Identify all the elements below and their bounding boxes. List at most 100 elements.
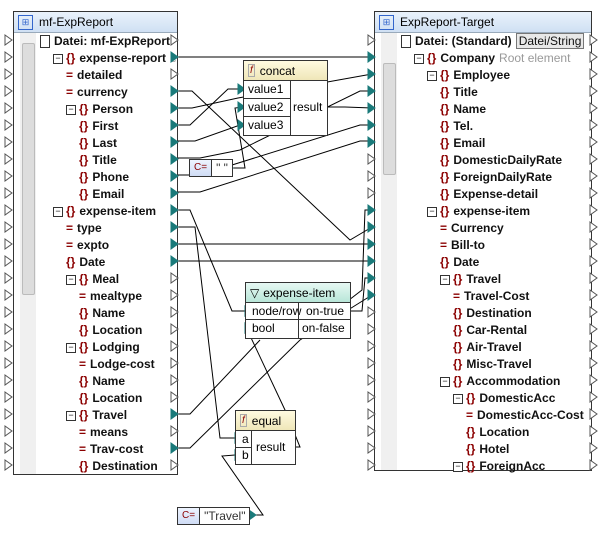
output-connector[interactable]: [589, 153, 598, 165]
output-connector[interactable]: [170, 357, 179, 369]
input-connector[interactable]: [367, 272, 376, 284]
source-row[interactable]: {} Name: [79, 373, 125, 390]
output-connector[interactable]: [589, 85, 598, 97]
output-connector[interactable]: [589, 408, 598, 420]
output-connector[interactable]: [170, 238, 179, 250]
target-row[interactable]: {} Email: [440, 135, 485, 152]
concat-function[interactable]: f concat value1 value2 value3 result: [243, 60, 328, 136]
input-connector[interactable]: [367, 102, 376, 114]
target-row[interactable]: −{} Accommodation: [440, 373, 560, 390]
input-connector[interactable]: [4, 391, 13, 403]
source-row[interactable]: {} Location: [79, 322, 142, 339]
collapse-icon[interactable]: −: [53, 53, 63, 64]
output-connector[interactable]: [589, 323, 598, 335]
input-connector[interactable]: [4, 34, 13, 46]
function-input-connector[interactable]: [237, 83, 246, 95]
target-row[interactable]: {} Air-Travel: [453, 339, 522, 356]
filter-input-bool[interactable]: bool: [252, 321, 275, 335]
output-connector[interactable]: [170, 187, 179, 199]
output-connector[interactable]: [170, 459, 179, 471]
output-connector[interactable]: [170, 272, 179, 284]
output-connector[interactable]: [589, 425, 598, 437]
source-row[interactable]: {} Date: [66, 254, 105, 271]
concat-input-value1[interactable]: value1: [248, 82, 284, 96]
input-connector[interactable]: [367, 459, 376, 471]
input-connector[interactable]: [4, 255, 13, 267]
input-connector[interactable]: [4, 272, 13, 284]
source-row[interactable]: {} First: [79, 118, 118, 135]
source-row[interactable]: −{} Lodging: [66, 339, 140, 356]
output-connector[interactable]: [589, 187, 598, 199]
target-row[interactable]: −{} Company Root element: [414, 50, 570, 67]
input-connector[interactable]: [4, 357, 13, 369]
output-connector[interactable]: [170, 221, 179, 233]
input-connector[interactable]: [4, 289, 13, 301]
source-row[interactable]: = currency: [66, 84, 128, 101]
target-row[interactable]: {} DomesticDailyRate: [440, 152, 562, 169]
source-row[interactable]: = expto: [66, 237, 109, 254]
target-row[interactable]: = DomesticAcc-Cost: [466, 407, 584, 424]
source-row[interactable]: {} Location: [79, 390, 142, 407]
function-input-connector[interactable]: [237, 119, 246, 131]
target-row[interactable]: {} Car-Rental: [453, 322, 527, 339]
output-connector[interactable]: [589, 272, 598, 284]
output-connector[interactable]: [170, 340, 179, 352]
output-connector[interactable]: [589, 238, 598, 250]
source-row[interactable]: −{} Travel: [66, 407, 127, 424]
source-row[interactable]: {} Email: [79, 186, 124, 203]
source-row[interactable]: {} Name: [79, 305, 125, 322]
concat-input-value3[interactable]: value3: [248, 118, 284, 132]
target-row[interactable]: {} Date: [440, 254, 479, 271]
output-connector[interactable]: [589, 391, 598, 403]
collapse-icon[interactable]: −: [66, 342, 76, 353]
filter-output-on-true[interactable]: on-true: [306, 304, 345, 318]
target-row[interactable]: {} Name: [440, 101, 486, 118]
constant-value[interactable]: " ": [216, 161, 228, 175]
input-connector[interactable]: [367, 323, 376, 335]
output-connector[interactable]: [170, 255, 179, 267]
output-connector[interactable]: [170, 323, 179, 335]
input-connector[interactable]: [4, 442, 13, 454]
equal-function[interactable]: f equal a b result: [235, 410, 296, 465]
collapse-icon[interactable]: −: [66, 410, 76, 421]
filter-expense-item[interactable]: ▽ expense-item node/row bool on-true on-f…: [245, 282, 351, 339]
filter-input-node-row[interactable]: node/row: [252, 304, 302, 318]
source-row[interactable]: {} Last: [79, 135, 117, 152]
output-connector[interactable]: [170, 119, 179, 131]
target-row[interactable]: {} Expense-detail: [440, 186, 538, 203]
output-connector[interactable]: [170, 51, 179, 63]
source-row[interactable]: = type: [66, 220, 102, 237]
collapse-icon[interactable]: −: [66, 104, 76, 115]
input-connector[interactable]: [4, 238, 13, 250]
scroll-thumb[interactable]: [383, 63, 396, 175]
file-string-button[interactable]: Datei/String: [515, 33, 585, 49]
output-connector[interactable]: [589, 51, 598, 63]
output-connector[interactable]: [589, 255, 598, 267]
collapse-icon[interactable]: −: [66, 274, 76, 285]
scroll-thumb[interactable]: [22, 43, 35, 295]
source-title-bar[interactable]: ⊞ mf-ExpReport: [14, 12, 177, 33]
output-connector[interactable]: [589, 357, 598, 369]
source-row[interactable]: = detailed: [66, 67, 122, 84]
target-title-bar[interactable]: ⊞ ExpReport-Target: [375, 12, 591, 33]
output-connector[interactable]: [589, 34, 598, 46]
output-connector[interactable]: [170, 85, 179, 97]
output-connector[interactable]: [589, 68, 598, 80]
input-connector[interactable]: [4, 204, 13, 216]
target-row[interactable]: {} Location: [466, 424, 529, 441]
output-connector[interactable]: [170, 68, 179, 80]
input-connector[interactable]: [367, 425, 376, 437]
output-connector[interactable]: [589, 136, 598, 148]
source-row[interactable]: −{} expense-item: [53, 203, 156, 220]
output-connector[interactable]: [170, 34, 179, 46]
target-row[interactable]: = Travel-Cost: [453, 288, 529, 305]
target-row[interactable]: −{} expense-item: [427, 203, 530, 220]
output-connector[interactable]: [589, 306, 598, 318]
input-connector[interactable]: [4, 153, 13, 165]
output-connector[interactable]: [170, 306, 179, 318]
output-connector[interactable]: [170, 102, 179, 114]
input-connector[interactable]: [367, 221, 376, 233]
input-connector[interactable]: [367, 255, 376, 267]
function-input-connector[interactable]: [237, 101, 246, 113]
input-connector[interactable]: [367, 204, 376, 216]
